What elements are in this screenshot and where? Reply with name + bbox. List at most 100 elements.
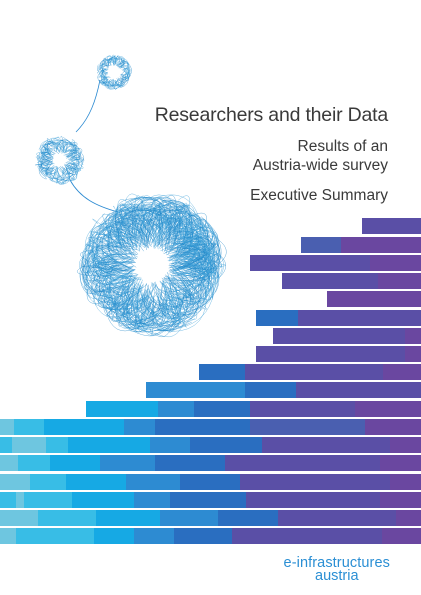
bar-segment (170, 492, 246, 508)
bar-segment (218, 510, 278, 526)
bar-segment (134, 492, 170, 508)
bar-row (327, 291, 421, 307)
bar-row (301, 237, 421, 253)
bar-segment (301, 237, 341, 253)
bar-segment (18, 455, 50, 471)
bar-segment (50, 455, 100, 471)
bar-segment (396, 510, 421, 526)
bar-row (0, 455, 421, 471)
bar-segment (245, 382, 296, 398)
bar-segment (327, 291, 421, 307)
bar-segment (16, 528, 94, 544)
bar-segment (380, 455, 421, 471)
report-title: Researchers and their Data (154, 104, 388, 126)
bar-row (0, 437, 421, 453)
bar-segment (245, 364, 383, 380)
bar-segment (72, 492, 134, 508)
bar-segment (174, 528, 232, 544)
bar-segment (155, 419, 250, 435)
bar-row (0, 510, 421, 526)
bar-segment (0, 419, 14, 435)
bar-row (0, 492, 421, 508)
bar-segment (124, 419, 155, 435)
bar-row (256, 310, 421, 326)
bar-segment (194, 401, 250, 417)
thread-1 (75, 79, 101, 133)
bar-segment (199, 364, 245, 380)
report-subtitle: Results of an Austria-wide survey (155, 137, 388, 175)
bar-segment (273, 328, 405, 344)
bar-segment (0, 510, 38, 526)
bar-segment (96, 510, 160, 526)
subtitle-line-1: Results of an (297, 138, 388, 155)
bar-row (0, 419, 421, 435)
bar-segment (256, 346, 405, 362)
bar-segment (341, 237, 421, 253)
bar-segment (0, 455, 18, 471)
bar-segment (150, 437, 190, 453)
bar-row (0, 474, 421, 490)
bar-segment (134, 528, 174, 544)
bar-segment (250, 419, 365, 435)
thread-2 (69, 179, 119, 213)
bar-segment (160, 510, 218, 526)
bar-segment (16, 492, 24, 508)
bar-segment (378, 273, 421, 289)
bar-segment (298, 310, 421, 326)
bar-segment (14, 419, 44, 435)
bar-segment (126, 474, 180, 490)
title-block: Researchers and their Data Results of an… (155, 104, 388, 205)
bar-segment (296, 382, 421, 398)
bar-segment (262, 437, 390, 453)
bar-row (273, 328, 421, 344)
bar-segment (12, 437, 46, 453)
bar-segment (390, 474, 421, 490)
bar-segment (100, 455, 155, 471)
bar-row (146, 382, 421, 398)
bar-row (86, 401, 421, 417)
bar-segment (44, 419, 124, 435)
bar-segment (225, 455, 380, 471)
bar-row (0, 528, 421, 544)
tangle-ball-large (77, 193, 227, 338)
bar-segment (362, 218, 421, 234)
bar-segment (24, 492, 72, 508)
stacked-bars (0, 218, 421, 544)
bar-segment (180, 474, 240, 490)
bar-segment (250, 401, 355, 417)
bar-row (362, 218, 421, 234)
bar-segment (282, 273, 378, 289)
bar-segment (146, 382, 245, 398)
bar-segment (232, 528, 382, 544)
bar-segment (383, 364, 421, 380)
bar-segment (66, 474, 126, 490)
bar-segment (250, 255, 370, 271)
bar-segment (46, 437, 68, 453)
bar-segment (38, 510, 96, 526)
executive-summary-label: Executive Summary (250, 187, 388, 204)
bar-row (282, 273, 421, 289)
bar-segment (240, 474, 390, 490)
bar-segment (382, 528, 421, 544)
logo-line-2: austria (315, 568, 359, 584)
bar-segment (155, 455, 225, 471)
bar-segment (246, 492, 380, 508)
logo-line-1: e-infrastructures (283, 555, 390, 571)
tangle-balls (34, 54, 227, 338)
tangle-ball-small-left (34, 135, 85, 185)
bar-segment (86, 401, 158, 417)
bar-segment (190, 437, 262, 453)
bar-segment (0, 437, 12, 453)
bar-segment (365, 419, 421, 435)
bar-segment (405, 328, 421, 344)
bar-segment (256, 310, 298, 326)
publisher-logo: e-infrastructures austria (283, 555, 390, 584)
bar-segment (355, 401, 421, 417)
bar-segment (94, 528, 134, 544)
bar-segment (68, 437, 150, 453)
bar-segment (30, 474, 66, 490)
bar-segment (0, 492, 16, 508)
bar-segment (390, 437, 421, 453)
